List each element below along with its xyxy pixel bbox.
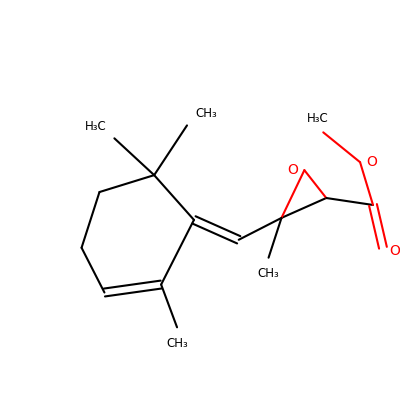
Text: H₃C: H₃C: [306, 112, 328, 125]
Text: CH₃: CH₃: [195, 107, 217, 120]
Text: CH₃: CH₃: [258, 267, 280, 280]
Text: O: O: [390, 244, 400, 258]
Text: O: O: [366, 155, 378, 169]
Text: O: O: [287, 163, 298, 177]
Text: H₃C: H₃C: [85, 120, 106, 133]
Text: CH₃: CH₃: [166, 337, 188, 350]
